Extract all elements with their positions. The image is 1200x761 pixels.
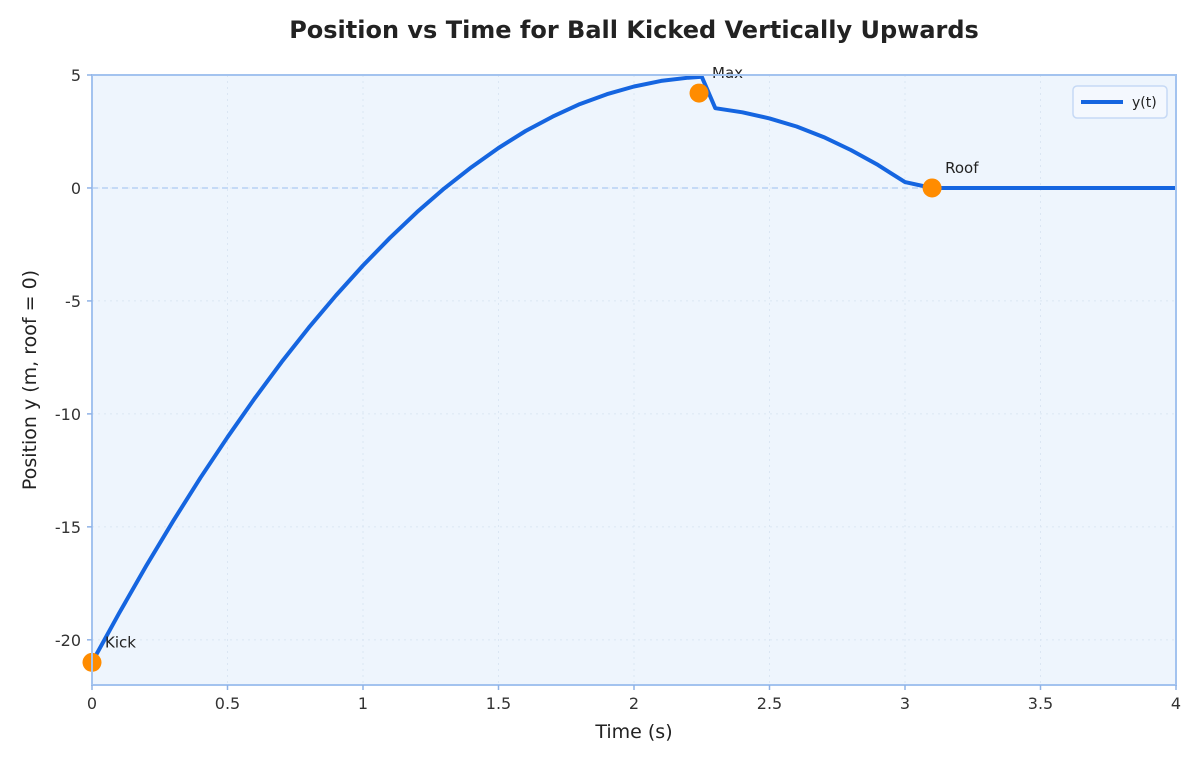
x-tick-label: 2 bbox=[629, 694, 639, 713]
x-tick-label: 1 bbox=[358, 694, 368, 713]
point-label: Kick bbox=[105, 633, 136, 651]
x-tick-label: 4 bbox=[1171, 694, 1181, 713]
y-tick-label: 5 bbox=[71, 66, 81, 85]
x-tick-label: 0 bbox=[87, 694, 97, 713]
y-tick-label: -5 bbox=[65, 292, 81, 311]
x-tick-label: 2.5 bbox=[757, 694, 782, 713]
chart-title: Position vs Time for Ball Kicked Vertica… bbox=[289, 16, 979, 44]
x-tick-label: 0.5 bbox=[215, 694, 240, 713]
legend: y(t) bbox=[1072, 85, 1168, 119]
point-label: Max bbox=[712, 64, 743, 82]
y-axis-label: Position y (m, roof = 0) bbox=[19, 270, 41, 490]
series-line-y-t bbox=[90, 74, 1176, 664]
y-tick-label: -10 bbox=[55, 405, 81, 424]
x-tick-label: 1.5 bbox=[486, 694, 511, 713]
point-roof: Roof bbox=[922, 159, 979, 198]
x-axis-ticks: 0 0.5 1 1.5 2 2.5 3 3.5 4 bbox=[87, 685, 1181, 713]
x-axis-label: Time (s) bbox=[594, 721, 672, 743]
point-label: Roof bbox=[945, 159, 979, 177]
x-tick-label: 3.5 bbox=[1028, 694, 1053, 713]
point-max: Max bbox=[689, 64, 743, 103]
y-tick-label: 0 bbox=[71, 179, 81, 198]
plot-area bbox=[92, 75, 1176, 685]
point-marker bbox=[922, 178, 942, 198]
annotated-points: Kick Max Roof bbox=[82, 64, 979, 672]
y-tick-label: -20 bbox=[55, 631, 81, 650]
legend-label: y(t) bbox=[1132, 95, 1157, 111]
y-tick-label: -15 bbox=[55, 518, 81, 537]
x-tick-label: 3 bbox=[900, 694, 910, 713]
y-axis-ticks: 5 0 -5 -10 -15 -20 bbox=[55, 66, 92, 650]
point-marker bbox=[689, 83, 709, 103]
